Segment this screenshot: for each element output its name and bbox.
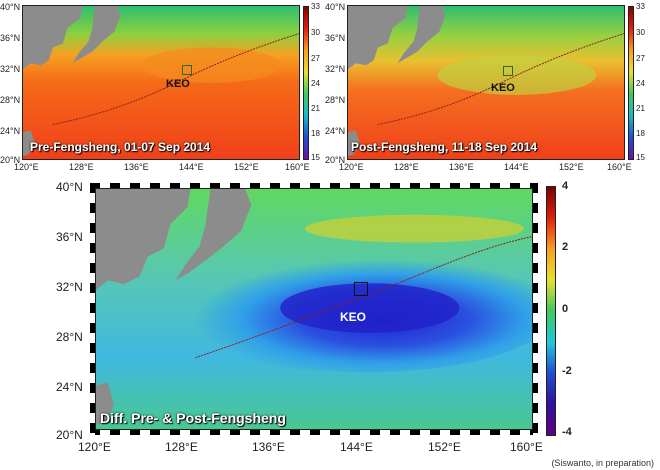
panel-pre: KEO Pre-Fengsheng, 01-07 Sep 2014 33 30 … [0, 2, 320, 172]
land-japan-korea [96, 189, 252, 291]
land-taiwan [348, 130, 360, 157]
keo-box-post [503, 66, 513, 76]
colorbar-diff [546, 186, 556, 436]
keo-box-diff [354, 282, 368, 296]
frame-ticks-right [533, 183, 538, 435]
frame-ticks-bottom [90, 430, 538, 435]
land-taiwan [23, 130, 35, 157]
land-japan-korea [348, 6, 446, 70]
keo-label-diff: KEO [340, 310, 367, 324]
panel-post: KEO Post-Fengsheng, 11-18 Sep 2014 33 30… [325, 2, 645, 172]
keo-label-pre: KEO [166, 78, 190, 90]
cooling-inner [280, 283, 460, 333]
warm-strip [305, 214, 525, 243]
map-pre [22, 5, 300, 160]
map-post [347, 5, 625, 160]
warm-patch [142, 47, 282, 83]
colorbar-pre [303, 6, 309, 160]
sst-field [23, 6, 299, 159]
keo-label-post: KEO [491, 82, 515, 94]
land-taiwan [96, 382, 114, 426]
map-diff [95, 188, 533, 430]
colorbar-post [628, 6, 634, 160]
frame-ticks-left [90, 183, 95, 435]
panel-diff: KEO Diff. Pre- & Post-Fengsheng 4 2 0 -2… [56, 180, 572, 454]
keo-box-pre [182, 65, 192, 75]
credit-text: (Siswanto, in preparation) [551, 458, 654, 468]
panel-title-post: Post-Fengsheng, 11-18 Sep 2014 [351, 140, 538, 154]
panel-title-diff: Diff. Pre- & Post-Fengsheng [100, 410, 286, 426]
land-japan-korea [23, 6, 121, 70]
panel-title-pre: Pre-Fengsheng, 01-07 Sep 2014 [30, 140, 211, 154]
cool-wake [437, 55, 597, 95]
frame-ticks-top [90, 183, 538, 188]
